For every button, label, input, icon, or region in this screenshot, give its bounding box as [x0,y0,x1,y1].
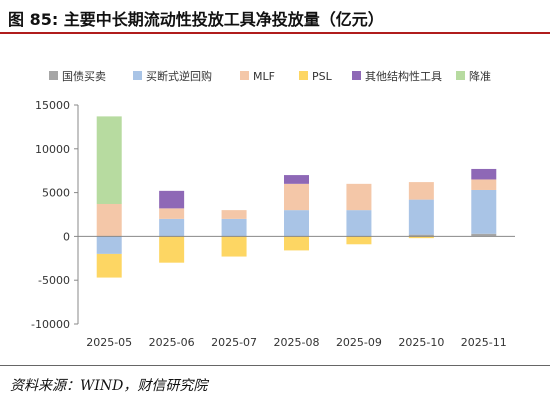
bar-segment [96,253,122,278]
x-axis: 2025-05 2025-06 2025-07 2025-08 2025-09 2025-… [78,235,515,349]
bar-segment [408,236,434,239]
legend-swatch [299,71,308,80]
bar-segment [471,179,497,190]
bar-segment [284,210,309,237]
bar-segment [408,199,434,235]
bar-segment [284,236,309,251]
bar-segment [221,218,247,237]
y-tick-label: -5000 [38,274,70,287]
y-tick-label: 10000 [35,143,70,156]
legend-label: MLF [253,70,275,83]
bar-segment [346,210,372,237]
legend-label: PSL [312,70,333,83]
x-tick-label: 2025-09 [336,336,382,349]
x-tick-label: 2025-10 [398,336,444,349]
y-tick-label: 5000 [42,187,70,200]
legend-swatch [49,71,58,80]
bar-segment [159,208,185,219]
bars [96,116,497,278]
figure-title: 图 85: 主要中长期流动性投放工具净投放量（亿元） [8,10,384,29]
bar-segment [221,210,247,219]
bar-segment [408,182,434,200]
x-tick-label: 2025-11 [461,336,507,349]
y-tick-label: 0 [63,230,70,243]
bar-segment [159,190,185,209]
legend-swatch [352,71,361,80]
bar-segment [471,233,497,237]
bar-segment [221,236,247,257]
legend-label: 其他结构性工具 [365,69,442,83]
bar-segment [159,218,185,237]
bar-segment [471,168,497,180]
title-rule [0,32,550,34]
legend-swatch [456,71,465,80]
legend: 国债买卖 买断式逆回购 MLF PSL 其他结构性工具 降准 [49,69,491,83]
bar-segment [346,183,372,211]
bar-segment [96,236,122,254]
bar-segment [284,183,309,211]
legend-label: 买断式逆回购 [146,69,212,83]
x-tick-label: 2025-07 [211,336,257,349]
y-tick-label: -10000 [31,318,70,331]
y-tick-label: 15000 [35,99,70,112]
legend-label: 降准 [469,69,491,83]
x-tick-label: 2025-06 [149,336,195,349]
bar-segment [96,203,122,237]
x-tick-label: 2025-05 [86,336,132,349]
legend-swatch [133,71,142,80]
bar-segment [408,234,434,237]
x-tick-label: 2025-08 [274,336,320,349]
footer-rule [0,365,550,366]
bar-segment [159,236,185,263]
bar-segment [346,236,372,245]
y-axis: -10000 -5000 0 5000 10000 15000 [31,99,79,331]
source-note: 资料来源：WIND，财信研究院 [10,378,208,394]
bar-segment [471,189,497,234]
legend-swatch [240,71,249,80]
legend-label: 国债买卖 [62,69,106,83]
stacked-bar-chart: 国债买卖 买断式逆回购 MLF PSL 其他结构性工具 降准 -10000 -5000 0 50… [31,69,515,349]
bar-segment [284,175,309,184]
bar-segment [96,116,122,204]
